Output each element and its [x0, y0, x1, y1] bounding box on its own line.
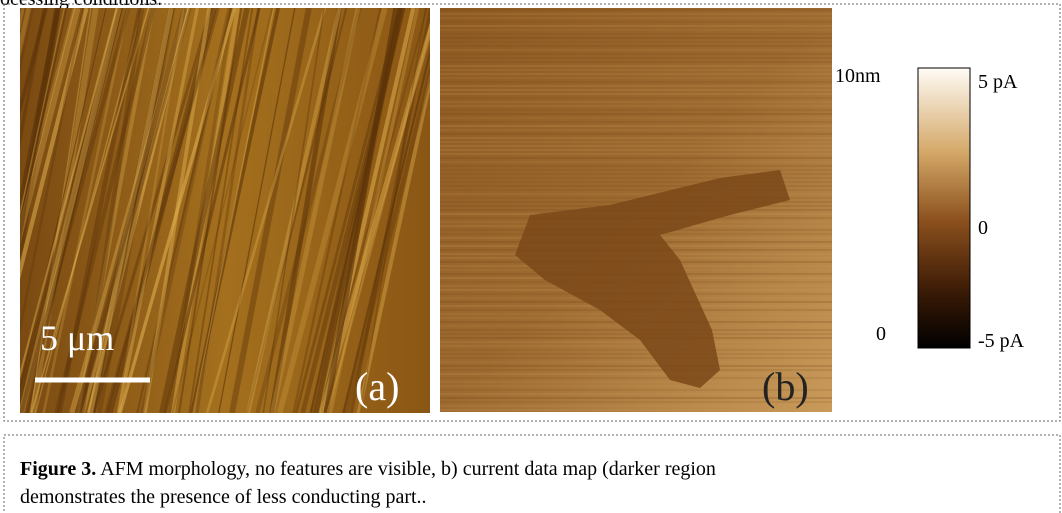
- panel-label: (a): [355, 364, 399, 409]
- colorbar: [918, 68, 970, 348]
- panel-label: (b): [762, 364, 809, 409]
- caption-text: AFM morphology, no features are visible,…: [20, 458, 716, 508]
- streak: [0, 8, 23, 413]
- colorbar-label: 5 pA: [978, 71, 1018, 93]
- caption: Figure 3. AFM morphology, no features ar…: [20, 455, 820, 511]
- colorbar-label: 0: [978, 217, 988, 239]
- scale-top: 10nm: [835, 65, 881, 87]
- page: ocessing conditions. 5 μm (a) (b) 10nm 0…: [0, 0, 1062, 513]
- colorbar-label: -5 pA: [978, 330, 1025, 352]
- scale-bottom: 0: [876, 323, 886, 345]
- caption-label: Figure 3.: [20, 458, 96, 480]
- figure: 5 μm (a) (b) 10nm 0 5 pA 0 -5 pA: [0, 0, 1062, 513]
- scale-bar-label: 5 μm: [40, 318, 114, 358]
